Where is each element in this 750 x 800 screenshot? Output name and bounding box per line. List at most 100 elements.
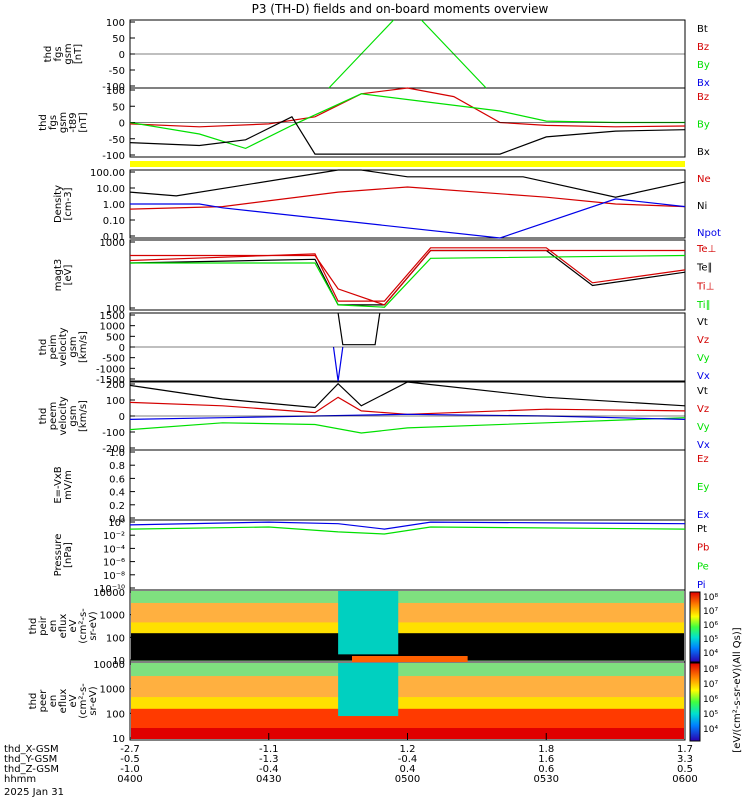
x-row-value: -1.3 (259, 754, 279, 765)
legend-entry: Bz (697, 92, 709, 103)
legend-entry: Vx (697, 371, 710, 382)
series-line-Vz (129, 396, 686, 415)
y-axis-label: thd (38, 114, 49, 131)
y-tick-label: 10⁻⁴ (103, 544, 125, 555)
y-tick-label: 10⁻² (103, 531, 125, 542)
series-line-Vy (129, 417, 686, 434)
y-axis-label: [km/s] (78, 331, 89, 363)
y-axis-label: velocity (58, 327, 69, 366)
y-tick-label: 1000 (100, 685, 125, 696)
spec-gap (338, 591, 399, 655)
y-axis-label: thd (43, 46, 54, 63)
y-axis-label: velocity (58, 396, 69, 435)
series-line-Npot (130, 198, 686, 239)
y-tick-label: -100 (102, 151, 125, 162)
y-axis-label: -t89 (68, 112, 79, 132)
series-line-Ti⊥ (130, 249, 685, 306)
x-row-value: 1.8 (538, 744, 554, 755)
series-line-Pe (129, 526, 686, 535)
series-line-Ni (129, 169, 686, 198)
y-axis-label: thd (38, 408, 49, 425)
x-row-value: 1.2 (400, 744, 416, 755)
series-line-Pi (129, 521, 686, 530)
colorbar-tick: 10⁵ (703, 710, 718, 720)
series-line-Vt (337, 312, 381, 346)
panel-temperature: 1000 100 magt3 [eV] Te⊥ Te∥ Ti⊥ Ti∥ (53, 238, 716, 315)
x-row-value: 1.6 (538, 754, 554, 765)
colorbar-tick: 10⁶ (703, 621, 718, 631)
x-row-value: -0.5 (120, 754, 140, 765)
series-group (130, 312, 685, 382)
x-row-value: -0.4 (398, 754, 418, 765)
y-axis-label: [cm-3] (63, 187, 74, 220)
y-axis-label: eV (68, 694, 79, 707)
y-axis-label: thd (28, 693, 39, 710)
x-row-value: 1.7 (677, 744, 693, 755)
y-tick-label: 0 (119, 343, 125, 354)
series-group (130, 19, 685, 89)
y-tick-label: 100 (106, 304, 125, 315)
legend-entry: Ex (697, 510, 709, 521)
y-axis-label: peir (38, 615, 49, 635)
y-axis-label: thd (38, 339, 49, 356)
y-tick-label: 0.8 (109, 461, 125, 472)
series-line-Ti∥ (130, 254, 686, 308)
panel-pressure: 10⁰ 10⁻² 10⁻⁴ 10⁻⁶ 10⁻⁸ 10⁻¹⁰ Pressure [nPa] Pt P… (53, 518, 709, 595)
spectrogram (129, 589, 686, 663)
colorbar-tick: 10⁸ (703, 593, 718, 603)
y-axis-label: (cm²-s- (78, 683, 89, 719)
panel-frame (129, 449, 686, 521)
y-tick-label: 0.0 (109, 514, 125, 525)
y-tick-label: 100 (106, 633, 125, 644)
legend-entry: Ez (697, 454, 709, 465)
y-axis-label: sr-eV) (88, 611, 99, 640)
series-line-Vx (129, 413, 686, 420)
legend-entry: Ey (697, 482, 709, 493)
y-tick-label: 100 (106, 86, 125, 97)
y-tick-label: 10⁻⁸ (103, 571, 125, 582)
y-axis-label: fgs (53, 46, 64, 61)
legend-entry: Bz (697, 42, 709, 53)
spec-band (131, 602, 684, 625)
x-row-value: -1.0 (120, 764, 140, 775)
y-axis-label: eflux (58, 689, 69, 714)
legend-entry: By (697, 60, 710, 71)
date-label: 2025 Jan 31 (4, 787, 64, 798)
legend-entry: By (697, 120, 710, 131)
y-tick-label: 100.00 (90, 168, 125, 179)
series-group (129, 247, 686, 308)
x-row-value: 0.4 (400, 764, 416, 775)
legend-entry: Pb (697, 543, 709, 554)
legend-entry: Npot (697, 228, 721, 239)
x-row-value: 0430 (256, 774, 281, 785)
y-tick-label: 10000 (93, 588, 125, 599)
x-row-value: 0.5 (677, 764, 693, 775)
series-line-Bz (129, 87, 686, 128)
y-axis-label: Pressure (53, 534, 64, 577)
y-axis-label: E=-VxB (53, 466, 64, 503)
y-tick-label: 50 (112, 34, 125, 45)
series-line-Bx (129, 116, 686, 155)
series-group (129, 87, 686, 155)
x-row-value: -2.7 (120, 744, 140, 755)
y-axis-label: (cm²-s- (78, 608, 89, 644)
x-row-value: -0.4 (259, 764, 279, 775)
legend-entry: Pi (697, 580, 706, 591)
y-tick-label: 10.00 (96, 184, 125, 195)
y-axis-label: en (48, 620, 59, 633)
spec-band (131, 676, 684, 700)
flag-bar (130, 161, 685, 167)
y-axis-label: [nT] (78, 112, 89, 132)
y-tick-label: -500 (102, 354, 125, 365)
y-tick-label: 500 (106, 332, 125, 343)
legend-entry: Vy (697, 422, 710, 433)
y-tick-label: 100 (106, 709, 125, 720)
y-tick-label: 0 (119, 412, 125, 423)
x-row-label: hhmm (4, 774, 36, 785)
y-tick-label: -100 (102, 428, 125, 439)
y-axis-label: fgs (48, 115, 59, 130)
x-row-value: 0530 (534, 774, 559, 785)
y-tick-label: -1000 (96, 364, 125, 375)
